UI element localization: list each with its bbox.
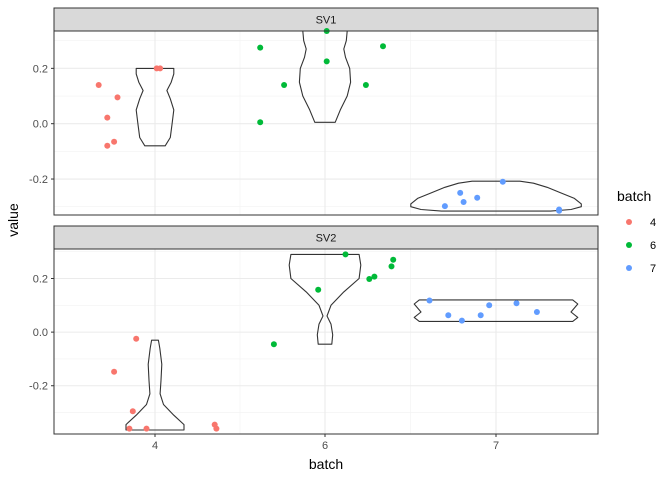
panel-sv2: SV2 0.2 0.0 -0.2	[29, 225, 599, 435]
data-point-batch-7	[499, 178, 506, 185]
data-point-batch-4	[104, 142, 111, 149]
data-point-batch-7	[556, 207, 563, 214]
legend-item: 4	[626, 217, 656, 229]
data-point-batch-6	[257, 44, 264, 51]
panel-border	[53, 248, 599, 435]
facet-strip-label: SV1	[316, 15, 337, 27]
legend-label: 6	[650, 240, 656, 252]
y-tick-label: -0.2	[29, 174, 48, 186]
data-point-batch-7	[460, 199, 467, 205]
data-point-batch-4	[143, 425, 150, 432]
legend-key	[626, 219, 632, 225]
data-point-batch-6	[390, 256, 397, 263]
plot-area	[54, 249, 598, 434]
violin-batch-4	[135, 67, 175, 147]
legend-key	[626, 242, 632, 248]
data-point-batch-7	[533, 309, 540, 315]
y-tick-label: 0.0	[33, 327, 48, 339]
legend: batch 4 6 7	[617, 188, 656, 275]
data-point-batch-7	[458, 317, 465, 324]
legend-item: 6	[626, 240, 656, 252]
x-tick-label: 7	[493, 440, 499, 452]
data-point-batch-4	[129, 408, 136, 415]
panel-border	[53, 30, 599, 216]
data-point-batch-6	[270, 341, 277, 348]
data-point-batch-6	[281, 82, 288, 88]
data-point-batch-7	[445, 312, 452, 319]
data-point-batch-4	[126, 425, 133, 432]
data-point-batch-7	[457, 189, 464, 196]
x-axis: 4 6 7	[152, 434, 499, 452]
violin-batch-7	[410, 180, 582, 212]
data-point-batch-4	[104, 114, 111, 121]
legend-items: 4 6 7	[626, 217, 656, 275]
y-tick-label: -0.2	[29, 381, 48, 393]
data-point-batch-4	[111, 138, 118, 145]
facet-panels: SV1 0.2 0.0 -0.2 SV2 0.2 0.0 -0.2	[29, 7, 599, 435]
x-tick-label: 6	[322, 440, 328, 452]
data-point-batch-7	[426, 297, 433, 304]
data-point-batch-6	[371, 273, 378, 280]
data-point-batch-4	[111, 368, 118, 375]
y-tick-label: 0.2	[33, 63, 48, 75]
x-axis-title: batch	[309, 456, 343, 472]
panel-sv1: SV1 0.2 0.0 -0.2	[29, 7, 599, 216]
y-axis-title: value	[5, 203, 21, 237]
violin-batch-7	[413, 299, 579, 322]
legend-key	[626, 265, 632, 271]
legend-item: 7	[626, 263, 656, 275]
data-point-batch-6	[380, 43, 386, 50]
data-point-batch-6	[362, 82, 369, 88]
data-point-batch-6	[315, 286, 322, 293]
data-point-batch-6	[323, 58, 330, 65]
data-point-batch-4	[133, 335, 140, 342]
data-point-batch-4	[157, 65, 164, 72]
data-point-batch-6	[342, 251, 349, 258]
violin-batch-6	[288, 253, 362, 345]
data-point-batch-6	[366, 276, 373, 282]
y-tick-label: 0.0	[33, 119, 48, 131]
legend-label: 7	[650, 263, 656, 275]
data-point-batch-4	[114, 94, 121, 101]
legend-title: batch	[617, 188, 651, 204]
data-point-batch-7	[441, 203, 448, 210]
data-point-batch-6	[257, 119, 264, 126]
violin-batch-4	[125, 339, 185, 431]
y-tick-label: 0.2	[33, 273, 48, 285]
legend-label: 4	[650, 217, 656, 229]
data-point-batch-7	[477, 312, 484, 319]
data-point-batch-6	[388, 263, 395, 270]
x-tick-label: 4	[152, 440, 158, 452]
data-point-batch-4	[213, 425, 220, 432]
facet-strip-label: SV2	[316, 233, 337, 245]
data-point-batch-4	[95, 82, 102, 88]
data-point-batch-7	[486, 302, 493, 309]
data-point-batch-7	[513, 300, 520, 307]
data-point-batch-7	[474, 194, 481, 201]
